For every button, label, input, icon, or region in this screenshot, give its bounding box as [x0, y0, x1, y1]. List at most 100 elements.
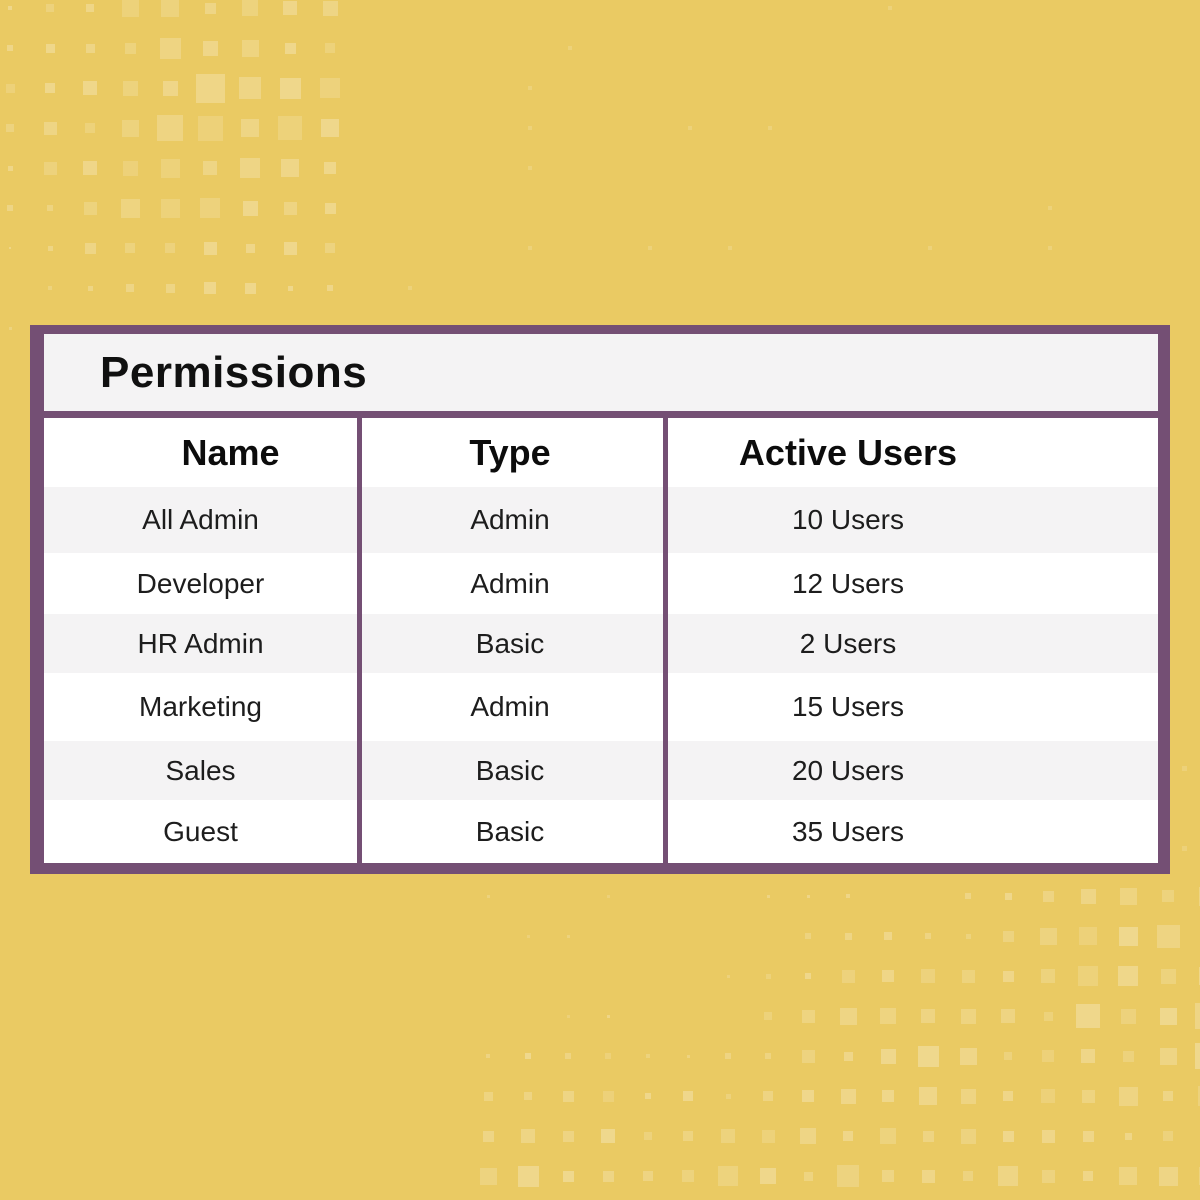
table-cell-active-users: 10 Users — [791, 504, 905, 535]
decorative-square — [1041, 1089, 1055, 1103]
decorative-square — [486, 894, 490, 898]
decorative-square — [801, 1049, 815, 1063]
decorative-square — [239, 77, 261, 99]
decorative-square — [242, 0, 258, 16]
decorative-square — [960, 1088, 976, 1104]
decorative-square — [884, 932, 892, 940]
decorative-square — [917, 1045, 939, 1067]
decorative-square — [325, 243, 335, 253]
decorative-square — [160, 198, 180, 218]
decorative-square — [646, 1054, 650, 1058]
decorative-square — [126, 284, 134, 292]
decorative-square — [1048, 206, 1052, 210]
decorative-square — [802, 1090, 814, 1102]
table-row: Developer Admin 12 Users — [44, 553, 1158, 614]
table-row: Guest Basic 35 Users — [44, 800, 1158, 863]
decorative-square — [725, 1053, 731, 1059]
decorative-square — [159, 37, 181, 59]
decorative-square — [1198, 886, 1200, 906]
table-cell-type: Basic — [475, 815, 545, 847]
decorative-square — [965, 893, 971, 899]
decorative-square — [801, 1009, 815, 1023]
decorative-square — [566, 1014, 570, 1018]
decorative-square — [1195, 1043, 1200, 1069]
decorative-square — [162, 80, 178, 96]
decorative-square — [1163, 1131, 1173, 1141]
decorative-square — [528, 86, 532, 90]
table-cell-type: Admin — [470, 691, 550, 722]
decorative-square — [846, 894, 850, 898]
decorative-square — [47, 245, 53, 251]
decorative-square — [806, 894, 810, 898]
decorative-square — [6, 124, 14, 132]
decorative-square — [483, 1091, 493, 1101]
decorative-square — [122, 160, 138, 176]
table-cell-active-users: 12 Users — [791, 567, 905, 599]
decorative-square — [325, 43, 335, 53]
permissions-card: Permissions Name Type Active Users All A… — [30, 325, 1170, 874]
decorative-square — [486, 1054, 490, 1058]
decorative-square — [921, 1169, 935, 1183]
decorative-square — [1002, 930, 1014, 942]
decorative-square — [1041, 969, 1055, 983]
decorative-square — [602, 1170, 614, 1182]
decorative-square — [768, 126, 772, 130]
decorative-square — [482, 1130, 494, 1142]
decorative-square — [528, 126, 532, 130]
decorative-square — [998, 1166, 1018, 1186]
decorative-square — [688, 126, 692, 130]
column-header-name: Name — [181, 431, 280, 473]
decorative-square — [683, 1131, 693, 1141]
permissions-table: Name Type Active Users All Admin Admin 10 … — [44, 418, 1158, 863]
decorative-square — [1004, 892, 1012, 900]
decorative-square — [888, 6, 892, 10]
decorative-square — [525, 1053, 531, 1059]
decorative-square — [805, 933, 811, 939]
decorative-square — [1001, 1009, 1015, 1023]
decorative-square — [1119, 1167, 1137, 1185]
decorative-square — [197, 115, 223, 141]
decorative-square — [120, 198, 140, 218]
table-cell-type: Basic — [475, 627, 545, 659]
decorative-square — [1041, 1169, 1055, 1183]
decorative-square — [517, 1165, 539, 1187]
decorative-square — [1003, 1091, 1013, 1101]
decorative-square — [46, 4, 54, 12]
table-cell-active-users: 20 Users — [791, 754, 905, 786]
decorative-square — [840, 1088, 856, 1104]
decorative-square — [83, 81, 97, 95]
decorative-square — [765, 1053, 771, 1059]
decorative-square — [322, 0, 338, 16]
decorative-square — [1083, 1171, 1093, 1181]
decorative-square — [204, 282, 216, 294]
table-cell-active-users: 15 Users — [791, 691, 905, 722]
decorative-square — [882, 970, 894, 982]
decorative-square — [1118, 926, 1138, 946]
decorative-square — [287, 285, 293, 291]
decorative-square — [160, 158, 180, 178]
page-title: Permissions — [100, 347, 368, 397]
decorative-square — [643, 1171, 653, 1181]
table-body: All Admin Admin 10 Users Developer Admin 12 U… — [44, 487, 1158, 863]
decorative-square — [528, 166, 532, 170]
decorative-square — [204, 2, 216, 14]
decorative-square — [279, 77, 301, 99]
decorative-square — [48, 286, 52, 290]
decorative-square — [281, 159, 299, 177]
decorative-square — [121, 119, 139, 137]
decorative-square — [8, 6, 12, 10]
decorative-square — [86, 4, 94, 12]
decorative-square — [45, 83, 55, 93]
decorative-square — [648, 246, 652, 250]
decorative-square — [85, 123, 95, 133]
table-row: Marketing Admin 15 Users — [44, 673, 1158, 741]
decorative-square — [528, 246, 532, 250]
table-cell-name: All Admin — [142, 504, 259, 535]
decorative-square — [1198, 1086, 1200, 1106]
decorative-square — [521, 1129, 535, 1143]
decorative-square — [568, 46, 572, 50]
decorative-square — [84, 242, 96, 254]
decorative-square — [1181, 765, 1187, 771]
table-row: All Admin Admin 10 Users — [44, 487, 1158, 553]
